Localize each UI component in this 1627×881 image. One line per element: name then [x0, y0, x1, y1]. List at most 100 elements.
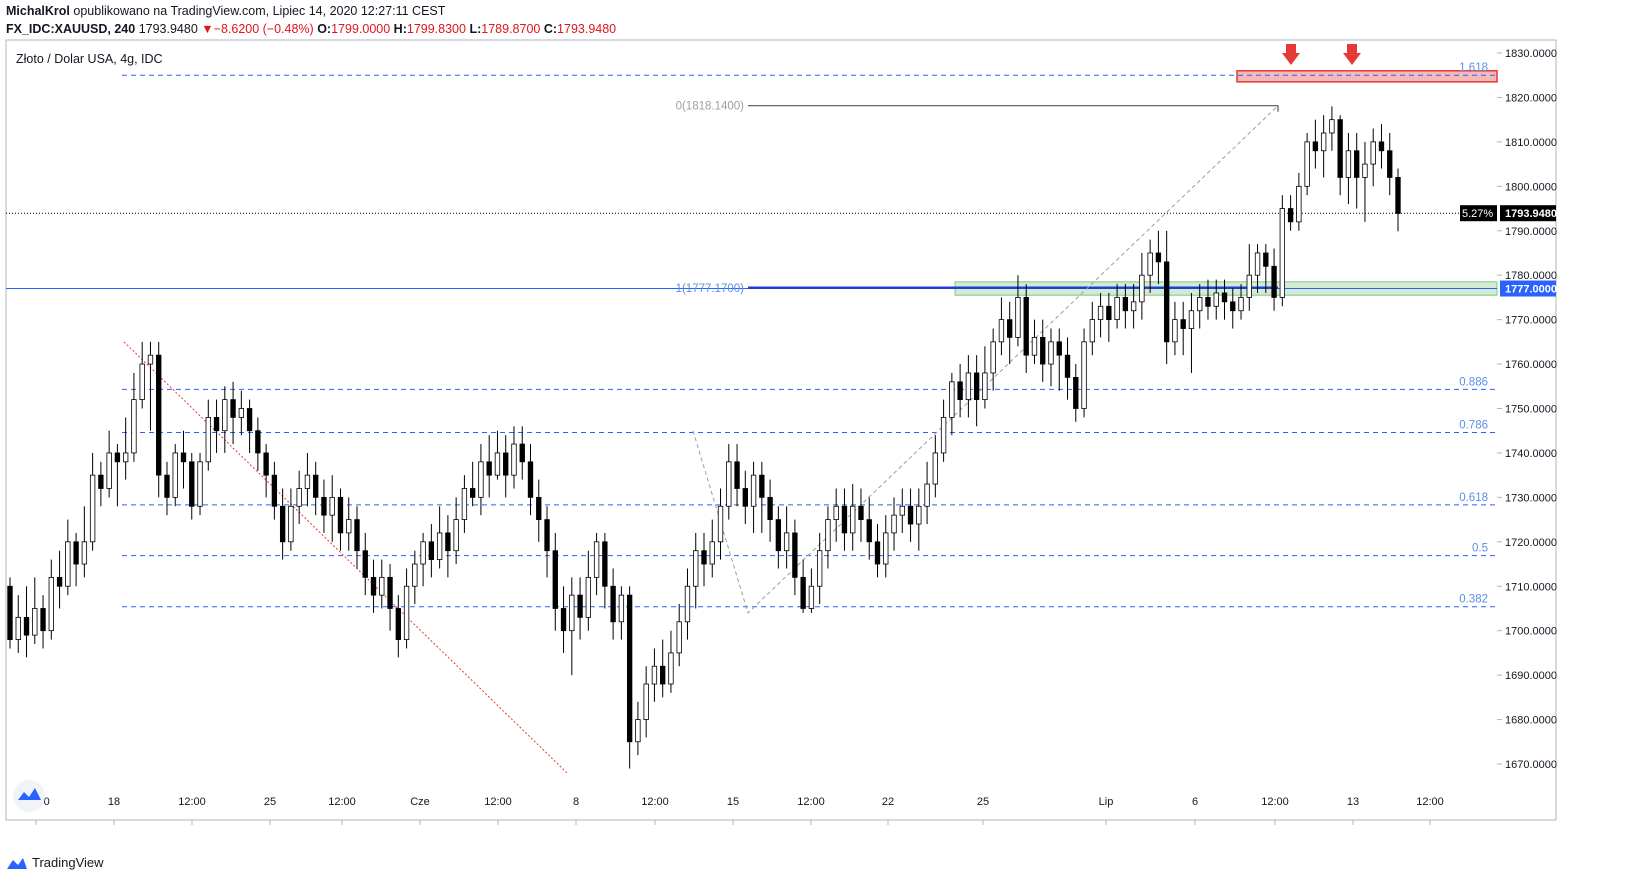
candle-body	[932, 452, 939, 485]
candle-body	[428, 541, 435, 560]
tradingview-logo-icon[interactable]	[6, 856, 28, 870]
candle-body	[676, 621, 682, 654]
price-tick-label: 1720.0000	[1505, 537, 1557, 549]
candle-body	[1155, 252, 1162, 263]
candle-body	[602, 541, 608, 587]
candle-body	[379, 576, 385, 596]
candle-body	[775, 519, 782, 552]
price-tick-label: 1820.0000	[1505, 92, 1557, 104]
candle-body	[197, 461, 203, 507]
price-tick-label: 1690.0000	[1505, 670, 1557, 682]
candle-body	[1312, 141, 1319, 152]
candle-body	[122, 452, 129, 463]
open-value: 1799.0000	[331, 22, 391, 36]
candle-body	[816, 550, 823, 587]
candle-body	[15, 616, 21, 640]
candle-body	[89, 474, 96, 543]
time-tick-label: 6	[1192, 796, 1198, 808]
candle-body	[635, 719, 641, 743]
candle-body	[180, 452, 187, 463]
candle-body	[279, 505, 286, 543]
candle-body	[486, 461, 492, 476]
time-tick-label: 12:00	[484, 796, 512, 808]
candle-body	[726, 461, 732, 507]
candle-body	[1213, 292, 1219, 307]
candle-body	[271, 474, 278, 507]
candle-body	[420, 541, 426, 565]
candle-body	[139, 363, 145, 401]
price-tick-label: 1730.0000	[1505, 492, 1557, 504]
candle-body	[445, 532, 451, 552]
published-text: opublikowano na TradingView.com, Lipiec …	[73, 4, 446, 18]
candle-body	[246, 408, 253, 432]
time-tick-label: 15	[727, 796, 739, 808]
candle-body	[701, 550, 707, 565]
price-tick-label: 1680.0000	[1505, 715, 1557, 727]
candle-body	[684, 585, 691, 623]
candle-body	[577, 594, 583, 618]
low-value: 1789.8700	[481, 22, 541, 36]
candle-body	[916, 505, 922, 525]
candle-body	[1048, 341, 1054, 365]
time-tick-label: Lip	[1099, 796, 1114, 808]
price-tick-label: 1750.0000	[1505, 404, 1557, 416]
candle-body	[40, 608, 46, 632]
candle-body	[1172, 319, 1178, 343]
candle-body	[412, 563, 418, 587]
candle-body	[1279, 208, 1286, 298]
time-tick-label: 12:00	[1261, 796, 1289, 808]
candle-body	[453, 519, 459, 552]
candle-body	[213, 416, 220, 432]
candle-body	[1238, 297, 1244, 312]
candle-body	[1362, 163, 1368, 178]
candle-body	[238, 408, 245, 418]
candle-body	[478, 461, 484, 498]
price-tick-label: 1700.0000	[1505, 626, 1557, 638]
candle-body	[990, 341, 996, 374]
candle-body	[626, 594, 633, 743]
time-tick-label: 22	[882, 796, 894, 808]
candle-body	[65, 541, 71, 587]
candle-body	[1023, 297, 1029, 356]
candle-body	[544, 519, 550, 552]
symbol-legend: FX_IDC:XAUUSD, 240 1793.9480 ▼−8.6200 (−…	[6, 22, 616, 36]
candle-body	[503, 452, 509, 476]
current-price-label: 1793.9480	[1505, 208, 1557, 220]
candle-body	[800, 576, 806, 609]
down-arrow-icon	[1282, 44, 1300, 65]
candle-body	[114, 452, 121, 463]
candle-body	[585, 576, 592, 618]
candle-body	[1081, 341, 1087, 409]
candle-body	[1387, 150, 1393, 178]
price-tick-label: 1810.0000	[1505, 137, 1557, 149]
candle-body	[1188, 310, 1195, 329]
price-tick-label: 1670.0000	[1505, 759, 1557, 771]
candle-body	[1147, 252, 1153, 276]
price-tick-label: 1790.0000	[1505, 226, 1557, 238]
candle-body	[825, 519, 831, 552]
candle-body	[833, 505, 839, 520]
candle-body	[370, 576, 377, 596]
candle-body	[23, 616, 30, 636]
footer-brand[interactable]: TradingView	[32, 855, 104, 870]
candle-body	[387, 576, 393, 609]
red-trendline	[123, 341, 568, 774]
candle-body	[1354, 150, 1360, 178]
time-tick-label: 12:00	[641, 796, 669, 808]
support-price-badge	[1500, 280, 1556, 297]
candle-body	[792, 532, 798, 578]
candle-body	[1040, 336, 1046, 365]
candle-body	[552, 550, 558, 609]
chart-title: Złoto / Dolar USA, 4g, IDC	[16, 52, 163, 66]
candle-body	[973, 372, 980, 401]
candle-body	[643, 683, 649, 720]
candle-body	[288, 505, 294, 543]
candle-body	[1296, 185, 1302, 223]
candle-body	[56, 576, 63, 587]
candle-body	[263, 452, 269, 476]
last-price: 1793.9480	[138, 22, 198, 36]
candle-body	[899, 505, 905, 516]
author-name[interactable]: MichalKrol	[6, 4, 70, 18]
candle-body	[1370, 141, 1376, 165]
